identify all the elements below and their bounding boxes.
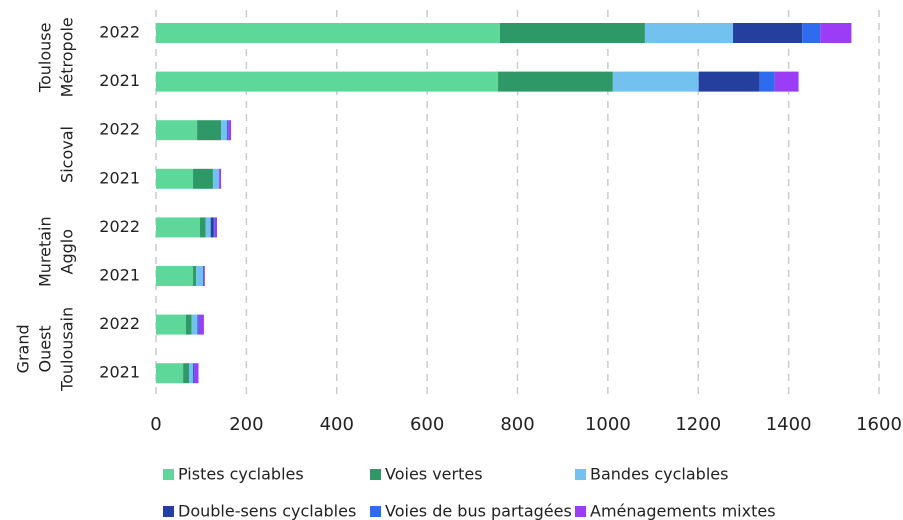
x-tick-label: 800 <box>500 414 534 435</box>
y-tick-label: 2021 <box>99 266 140 285</box>
bar-segment <box>228 120 232 141</box>
legend-label: Aménagements mixtes <box>590 502 776 520</box>
bar-segment <box>774 71 799 92</box>
legend-label: Bandes cyclables <box>590 465 728 484</box>
bar-segment <box>193 168 213 189</box>
bar-segment <box>820 23 852 43</box>
legend-label: Voies vertes <box>385 465 483 484</box>
bar-segment <box>213 217 215 238</box>
bar-segment <box>644 23 734 43</box>
x-tick-label: 1200 <box>675 414 721 435</box>
bar-segment <box>612 71 699 92</box>
legend-swatch <box>370 506 381 517</box>
group-label: Toulousain <box>58 307 77 392</box>
bar-segment <box>214 217 218 238</box>
group-label: Ouest <box>36 325 55 372</box>
bar-segment <box>210 217 214 238</box>
bar-segment <box>198 314 199 335</box>
legend-swatch <box>370 469 381 480</box>
y-tick-label: 2022 <box>99 314 140 333</box>
y-tick-label: 2021 <box>99 363 140 382</box>
group-label: Métropole <box>58 17 77 97</box>
group-label: Sicoval <box>58 126 77 183</box>
bar-segment <box>194 363 199 384</box>
bar-segment <box>156 363 184 384</box>
bar-segment <box>498 71 613 92</box>
bar-segment <box>205 217 211 238</box>
bar-segment <box>193 363 195 384</box>
bar-segment <box>188 363 194 384</box>
legend-swatch <box>575 469 586 480</box>
group-label: Muretain <box>36 216 55 287</box>
x-tick-label: 400 <box>320 414 354 435</box>
y-tick-label: 2022 <box>99 23 140 42</box>
y-tick-label: 2022 <box>99 120 140 139</box>
x-tick-label: 600 <box>410 414 444 435</box>
bar-segment <box>196 266 203 286</box>
legend-swatch <box>575 506 586 517</box>
x-tick-label: 1600 <box>856 414 902 435</box>
bar-segment <box>193 266 197 286</box>
group-label: Toulouse <box>36 23 55 94</box>
bar-segment <box>198 314 204 335</box>
bar-segment <box>156 266 194 286</box>
y-tick-label: 2021 <box>99 168 140 187</box>
y-tick-label: 2021 <box>99 71 140 90</box>
bar-segment <box>203 266 205 286</box>
bar-segment <box>156 217 200 238</box>
bar-segment <box>199 217 206 238</box>
bar-segment <box>185 314 192 335</box>
bar-segment <box>156 120 198 141</box>
legend-swatch <box>163 506 174 517</box>
bar-segment <box>221 120 227 141</box>
legend-label: Voies de bus partagées <box>385 502 572 520</box>
bar-segment <box>733 23 803 43</box>
bar-segment <box>197 120 222 141</box>
bar-segment <box>156 168 194 189</box>
group-label: Grand <box>14 324 33 373</box>
bar-segment <box>156 314 186 335</box>
bar-segment <box>219 168 222 189</box>
bar-segment <box>227 120 229 141</box>
bar-segment <box>183 363 189 384</box>
bar-segment <box>499 23 645 43</box>
bar-segment <box>156 23 500 43</box>
bar-segment <box>759 71 775 92</box>
bar-segment <box>802 23 821 43</box>
legend-label: Pistes cyclables <box>178 465 304 484</box>
bar-segment <box>212 168 219 189</box>
bar-segment <box>698 71 760 92</box>
x-tick-label: 1400 <box>766 414 812 435</box>
bar-segment <box>191 314 198 335</box>
legend-swatch <box>163 469 174 480</box>
group-label: Agglo <box>58 229 77 275</box>
x-tick-label: 0 <box>150 414 161 435</box>
x-tick-label: 200 <box>229 414 263 435</box>
legend-label: Double-sens cyclables <box>178 502 356 520</box>
bar-segment <box>156 71 499 92</box>
y-tick-label: 2022 <box>99 217 140 236</box>
x-tick-label: 1000 <box>585 414 631 435</box>
